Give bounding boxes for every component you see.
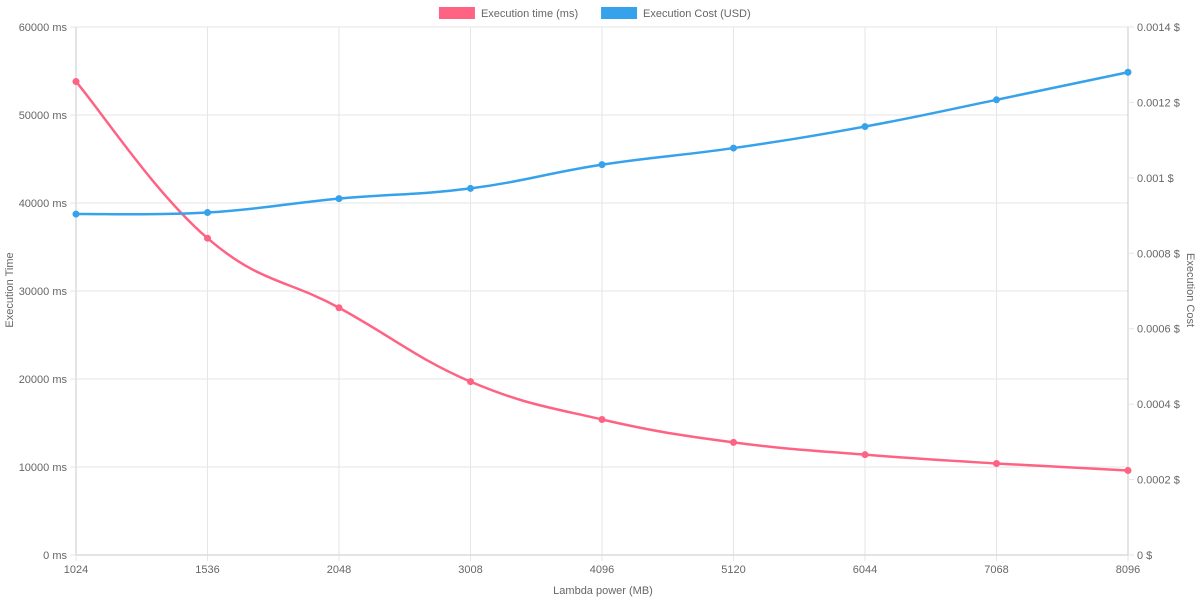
grid: [75, 26, 1129, 556]
x-tick-label: 6044: [853, 564, 877, 576]
y-left-tick-label: 20000 ms: [19, 374, 68, 386]
x-tick-label: 4096: [590, 564, 614, 576]
y-left-tick-label: 40000 ms: [19, 198, 68, 210]
y-left-tick-label: 60000 ms: [19, 22, 68, 34]
execution-cost-point: [335, 195, 343, 203]
legend-label-execution-cost: Execution Cost (USD): [643, 8, 751, 20]
y-left-tick-label: 50000 ms: [19, 110, 68, 122]
y-left-tick-label: 30000 ms: [19, 286, 68, 298]
x-tick-label: 1536: [195, 564, 219, 576]
y-left-tick-label: 0 ms: [43, 550, 67, 562]
execution-cost-point: [72, 210, 80, 218]
y-left-tick-label: 10000 ms: [19, 462, 68, 474]
execution-time-point: [467, 378, 474, 386]
execution-time-point: [730, 438, 737, 446]
execution-time-point: [993, 459, 1000, 467]
legend-item-execution-cost[interactable]: Execution Cost (USD): [601, 7, 751, 20]
y-right-tick-label: 0.0012 $: [1137, 97, 1180, 109]
x-tick-label: 8096: [1116, 564, 1140, 576]
execution-time-series-line: [74, 80, 1130, 472]
y-right-tick-label: 0.001 $: [1137, 173, 1174, 185]
execution-cost-point: [861, 123, 869, 131]
x-tick-label: 1024: [64, 564, 88, 576]
execution-cost-point: [204, 209, 211, 217]
execution-time-point: [204, 234, 211, 242]
execution-cost-point: [730, 144, 737, 152]
execution-cost-point: [1124, 68, 1132, 76]
y-axis-left-title: Execution Time: [4, 252, 16, 327]
y-right-tick-label: 0.0006 $: [1137, 324, 1180, 336]
series: [72, 68, 1132, 475]
execution-cost-point: [993, 96, 1000, 104]
axes: 1024 1536 2048 3008 4096 5120 6044 7068 8096 0 ms…: [19, 22, 1180, 576]
y-right-tick-label: 0.0002 $: [1137, 475, 1180, 487]
legend-swatch-execution-time: [438, 7, 475, 19]
legend-item-execution-time[interactable]: Execution time (ms): [438, 7, 578, 20]
legend-swatch-execution-cost: [601, 7, 638, 19]
execution-cost-point: [467, 184, 474, 192]
x-tick-label: 2048: [327, 564, 351, 576]
x-tick-label: 7068: [984, 564, 1008, 576]
execution-time-point: [861, 451, 869, 459]
x-axis-title: Lambda power (MB): [553, 585, 653, 597]
legend-label-execution-time: Execution time (ms): [481, 8, 578, 20]
y-right-tick-label: 0.0014 $: [1137, 22, 1180, 34]
execution-time-point: [335, 304, 343, 312]
execution-time-point: [598, 415, 606, 423]
y-right-tick-label: 0 $: [1137, 550, 1152, 562]
y-right-tick-label: 0.0008 $: [1137, 248, 1180, 260]
y-axis-right-title: Execution Cost: [1184, 253, 1196, 327]
execution-time-point: [72, 78, 80, 86]
y-right-tick-label: 0.0004 $: [1137, 399, 1180, 411]
legend[interactable]: Execution time (ms) Execution Cost (USD): [438, 7, 751, 20]
execution-cost-point: [598, 161, 606, 169]
x-tick-label: 5120: [721, 564, 745, 576]
x-tick-label: 3008: [458, 564, 482, 576]
execution-time-point: [1124, 467, 1132, 475]
